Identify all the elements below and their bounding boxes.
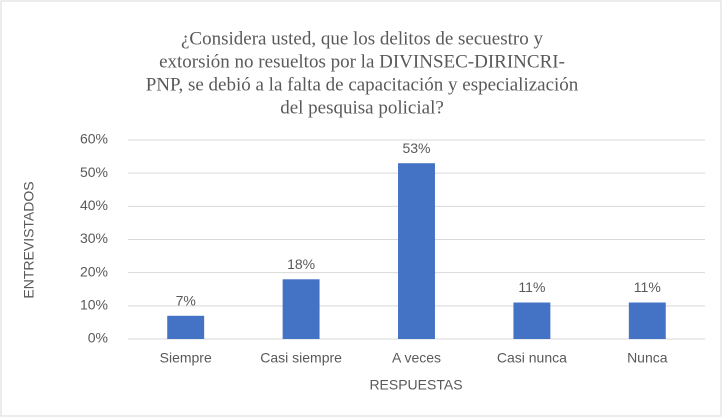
x-tick-label: Casi siempre xyxy=(260,350,342,366)
y-tick-label: 60% xyxy=(80,131,108,147)
bar xyxy=(282,279,320,339)
bar xyxy=(628,302,666,339)
bar xyxy=(513,302,551,339)
y-tick-label: 10% xyxy=(80,297,108,313)
x-tick-label: Siempre xyxy=(160,350,212,366)
x-axis-label: RESPUESTAS xyxy=(369,377,462,393)
y-tick-label: 30% xyxy=(80,230,108,246)
y-tick-label: 0% xyxy=(88,330,108,346)
x-tick-label: Casi nunca xyxy=(497,350,567,366)
bar xyxy=(167,315,205,339)
data-label: 7% xyxy=(176,292,196,308)
chart-title: ¿Considera usted, que los delitos de sec… xyxy=(181,28,543,49)
x-tick-label: Nunca xyxy=(627,350,668,366)
data-label: 11% xyxy=(518,279,545,295)
chart-title: del pesquisa policial? xyxy=(280,97,444,118)
bar xyxy=(398,163,435,339)
data-label: 18% xyxy=(287,256,315,272)
chart-title: PNP, se debió a la falta de capacitación… xyxy=(146,74,579,95)
data-label: 53% xyxy=(402,140,430,156)
x-tick-label: A veces xyxy=(392,350,441,366)
chart-title: extorsión no resueltos por la DIVINSEC-D… xyxy=(159,51,565,72)
y-tick-label: 50% xyxy=(80,164,108,180)
y-tick-label: 40% xyxy=(80,197,108,213)
y-axis-label: ENTREVISTADOS xyxy=(21,181,37,298)
y-tick-label: 20% xyxy=(80,263,108,279)
data-label: 11% xyxy=(634,279,661,295)
